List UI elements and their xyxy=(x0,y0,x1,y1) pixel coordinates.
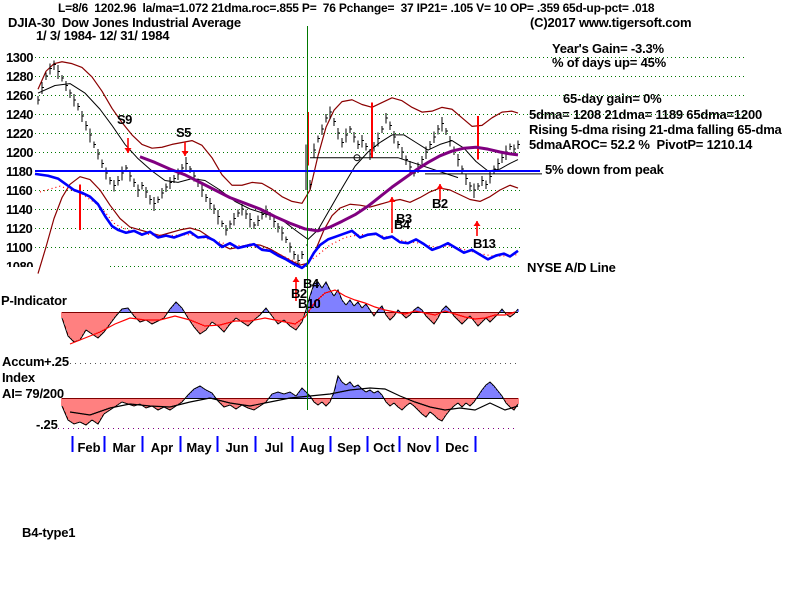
month-label-dec: Dec xyxy=(445,440,469,455)
y-axis-tick: 1120 xyxy=(6,221,33,236)
month-label-oct: Oct xyxy=(373,440,395,455)
chart-title: DJIA-30 Dow Jones Industrial Average xyxy=(8,15,241,30)
y-axis-tick-clipped: 1080 xyxy=(6,259,33,267)
month-label-jul: Jul xyxy=(264,440,284,455)
month-label-nov: Nov xyxy=(406,440,432,455)
dma-values-stat: 5dma= 1208 21dma= 1189 65dma=1200 xyxy=(529,107,763,122)
signal-label-b4: B4 xyxy=(394,217,410,232)
y-axis-tick: 1180 xyxy=(6,164,33,179)
month-label-aug: Aug xyxy=(299,440,325,455)
peak-note-label: 5% down from peak xyxy=(545,162,664,177)
days-up-stat: % of days up= 45% xyxy=(552,55,666,70)
signal-label-b2: B2 xyxy=(432,196,448,211)
month-label-may: May xyxy=(186,440,212,455)
y-axis-tick: 1260 xyxy=(6,88,33,103)
signal-label-b3: B3 xyxy=(396,211,412,226)
y-axis-tick: 1140 xyxy=(6,202,33,217)
accum-plus-label: +.25 xyxy=(44,354,69,369)
aroc-pivot-stat: 5dmaAROC= 52.2 % PivotP= 1210.14 xyxy=(529,137,753,152)
copyright-label: (C)2017 www.tigersoft.com xyxy=(530,15,692,30)
signal-label-b10: B10 xyxy=(298,296,321,311)
month-label-jun: Jun xyxy=(225,440,249,455)
month-label-mar: Mar xyxy=(112,440,136,455)
signal-label-s5: S5 xyxy=(176,125,191,140)
signal-label-s9: S9 xyxy=(117,112,132,127)
gain-65day-stat: 65-day gain= 0% xyxy=(563,91,662,106)
header-stats-line: L=8/6 1202.96 la/ma=1.072 21dma.roc=.855… xyxy=(58,1,655,15)
y-axis-tick: 1300 xyxy=(6,50,33,65)
month-label-feb: Feb xyxy=(77,440,101,455)
ai-value-label: AI= 79/200 xyxy=(2,386,64,401)
nyse-ad-line-label: NYSE A/D Line xyxy=(527,260,616,275)
years-gain-stat: Year's Gain= -3.3% xyxy=(552,41,664,56)
y-axis-tick: 1100 xyxy=(6,240,33,255)
accum-label: Accum xyxy=(2,354,45,369)
signal-label-b2: B2 xyxy=(291,286,307,301)
signal-label-b4: B4 xyxy=(303,276,319,291)
y-axis-tick: 1240 xyxy=(6,107,33,122)
y-axis-tick: 1280 xyxy=(6,69,33,84)
signal-label-b13: B13 xyxy=(473,236,496,251)
month-label-sep: Sep xyxy=(337,440,361,455)
y-axis-tick: 1200 xyxy=(6,145,33,160)
date-range-label: 1/ 3/ 1984- 12/ 31/ 1984 xyxy=(36,28,170,43)
p-indicator-label: P-Indicator xyxy=(1,293,67,308)
dma-trend-stat: Rising 5-dma rising 21-dma falling 65-dm… xyxy=(529,122,782,137)
month-label-apr: Apr xyxy=(150,440,174,455)
y-axis-tick: 1160 xyxy=(6,183,33,198)
index-label: Index xyxy=(2,370,35,385)
signal-type-note: B4-type1 xyxy=(22,525,76,540)
accum-minus-label: -.25 xyxy=(36,417,58,432)
y-axis-tick: 1220 xyxy=(6,126,33,141)
